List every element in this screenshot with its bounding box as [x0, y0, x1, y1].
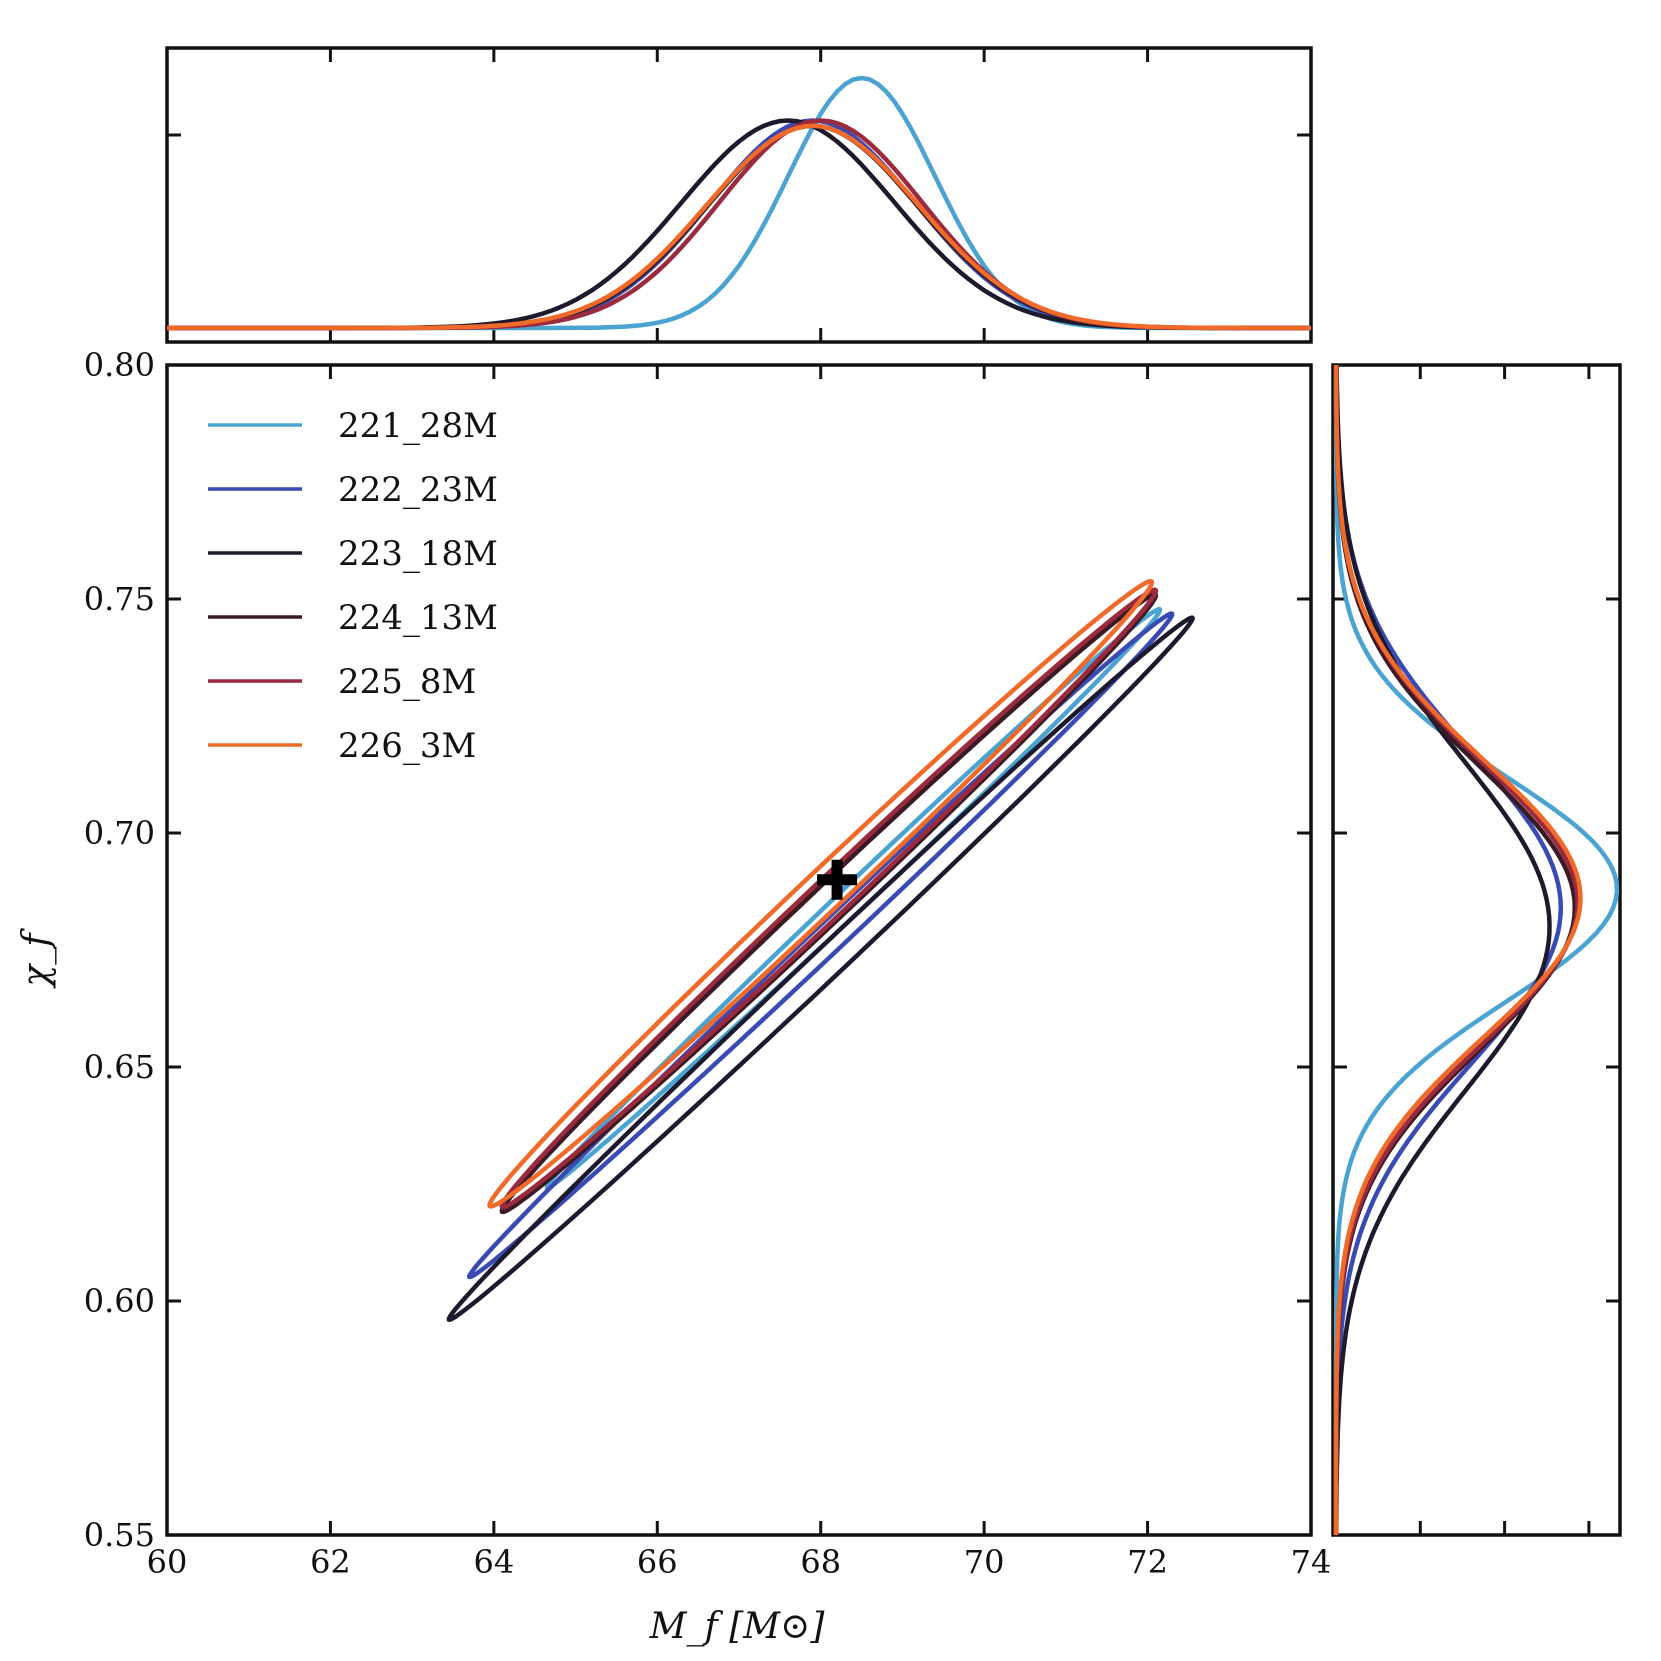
x-tick-label: 70	[964, 1543, 1005, 1581]
x-tick-label: 64	[473, 1543, 514, 1581]
series-221_28M-contour	[544, 606, 1163, 1191]
y-tick-label: 0.55	[84, 1516, 155, 1554]
x-tick-label: 66	[637, 1543, 678, 1581]
x-tick-label: 60	[147, 1543, 188, 1581]
series-225_8M-mass-marginal	[167, 118, 1311, 331]
series-221_28M-legend-label: 221_28M	[338, 406, 498, 446]
series-223_18M-legend-label: 223_18M	[338, 534, 498, 574]
series-226_3M-mass-marginal	[167, 123, 1311, 331]
series-221_28M-mass-marginal	[167, 75, 1311, 331]
series-225_8M-spin-marginal	[1333, 365, 1580, 1535]
series-221_28M-spin-marginal	[1333, 365, 1620, 1535]
x-tick-label: 68	[800, 1543, 841, 1581]
top-marginal-panel	[165, 46, 1313, 344]
series-224_13M-legend-label: 224_13M	[338, 598, 498, 638]
true-value-marker	[817, 859, 858, 900]
series-226_3M-legend-label: 226_3M	[338, 726, 476, 766]
series-223_18M-mass-marginal	[167, 118, 1311, 331]
y-tick-label: 0.75	[84, 580, 155, 618]
legend: 221_28M 222_23M 223_18M 224_13M 225_8M 226_3M	[208, 406, 498, 766]
series-222_23M-spin-marginal	[1333, 364, 1564, 1535]
x-axis-label: M_f [M⊙]	[649, 1606, 826, 1647]
x-tick-label: 72	[1127, 1543, 1168, 1581]
series-224_13M-contour	[499, 592, 1159, 1215]
series-224_13M-mass-marginal	[167, 123, 1311, 331]
y-tick-label: 0.60	[84, 1282, 155, 1320]
top-frame	[165, 46, 1313, 344]
main-frame	[165, 363, 1313, 1537]
x-tick-label: 74	[1291, 1543, 1332, 1581]
y-tick-label: 0.80	[84, 346, 155, 384]
series-223_18M-spin-marginal	[1333, 364, 1552, 1536]
series-222_23M-legend-label: 222_23M	[338, 470, 498, 510]
series-223_18M-contour	[446, 615, 1195, 1322]
series-225_8M-contour	[499, 587, 1159, 1210]
series-222_23M-mass-marginal	[167, 118, 1311, 331]
y-axis-label: χ_f	[16, 928, 57, 990]
right-marginal-panel	[1331, 363, 1622, 1537]
series-226_3M-spin-marginal	[1333, 364, 1583, 1535]
axis-labels: M_f [M⊙] χ_f	[16, 928, 825, 1647]
series-225_8M-legend-label: 225_8M	[338, 662, 476, 702]
x-tick-label: 62	[310, 1543, 351, 1581]
y-tick-label: 0.65	[84, 1048, 155, 1086]
right-frame	[1331, 363, 1622, 1537]
y-tick-label: 0.70	[84, 814, 155, 852]
joint-contour-panel: 60 62 64 66 68 70 72 74 0.55 0.60 0.65 0.70 0.75 0.80	[84, 346, 1332, 1581]
series-226_3M-contour	[487, 578, 1155, 1209]
series-224_13M-spin-marginal	[1333, 364, 1578, 1535]
